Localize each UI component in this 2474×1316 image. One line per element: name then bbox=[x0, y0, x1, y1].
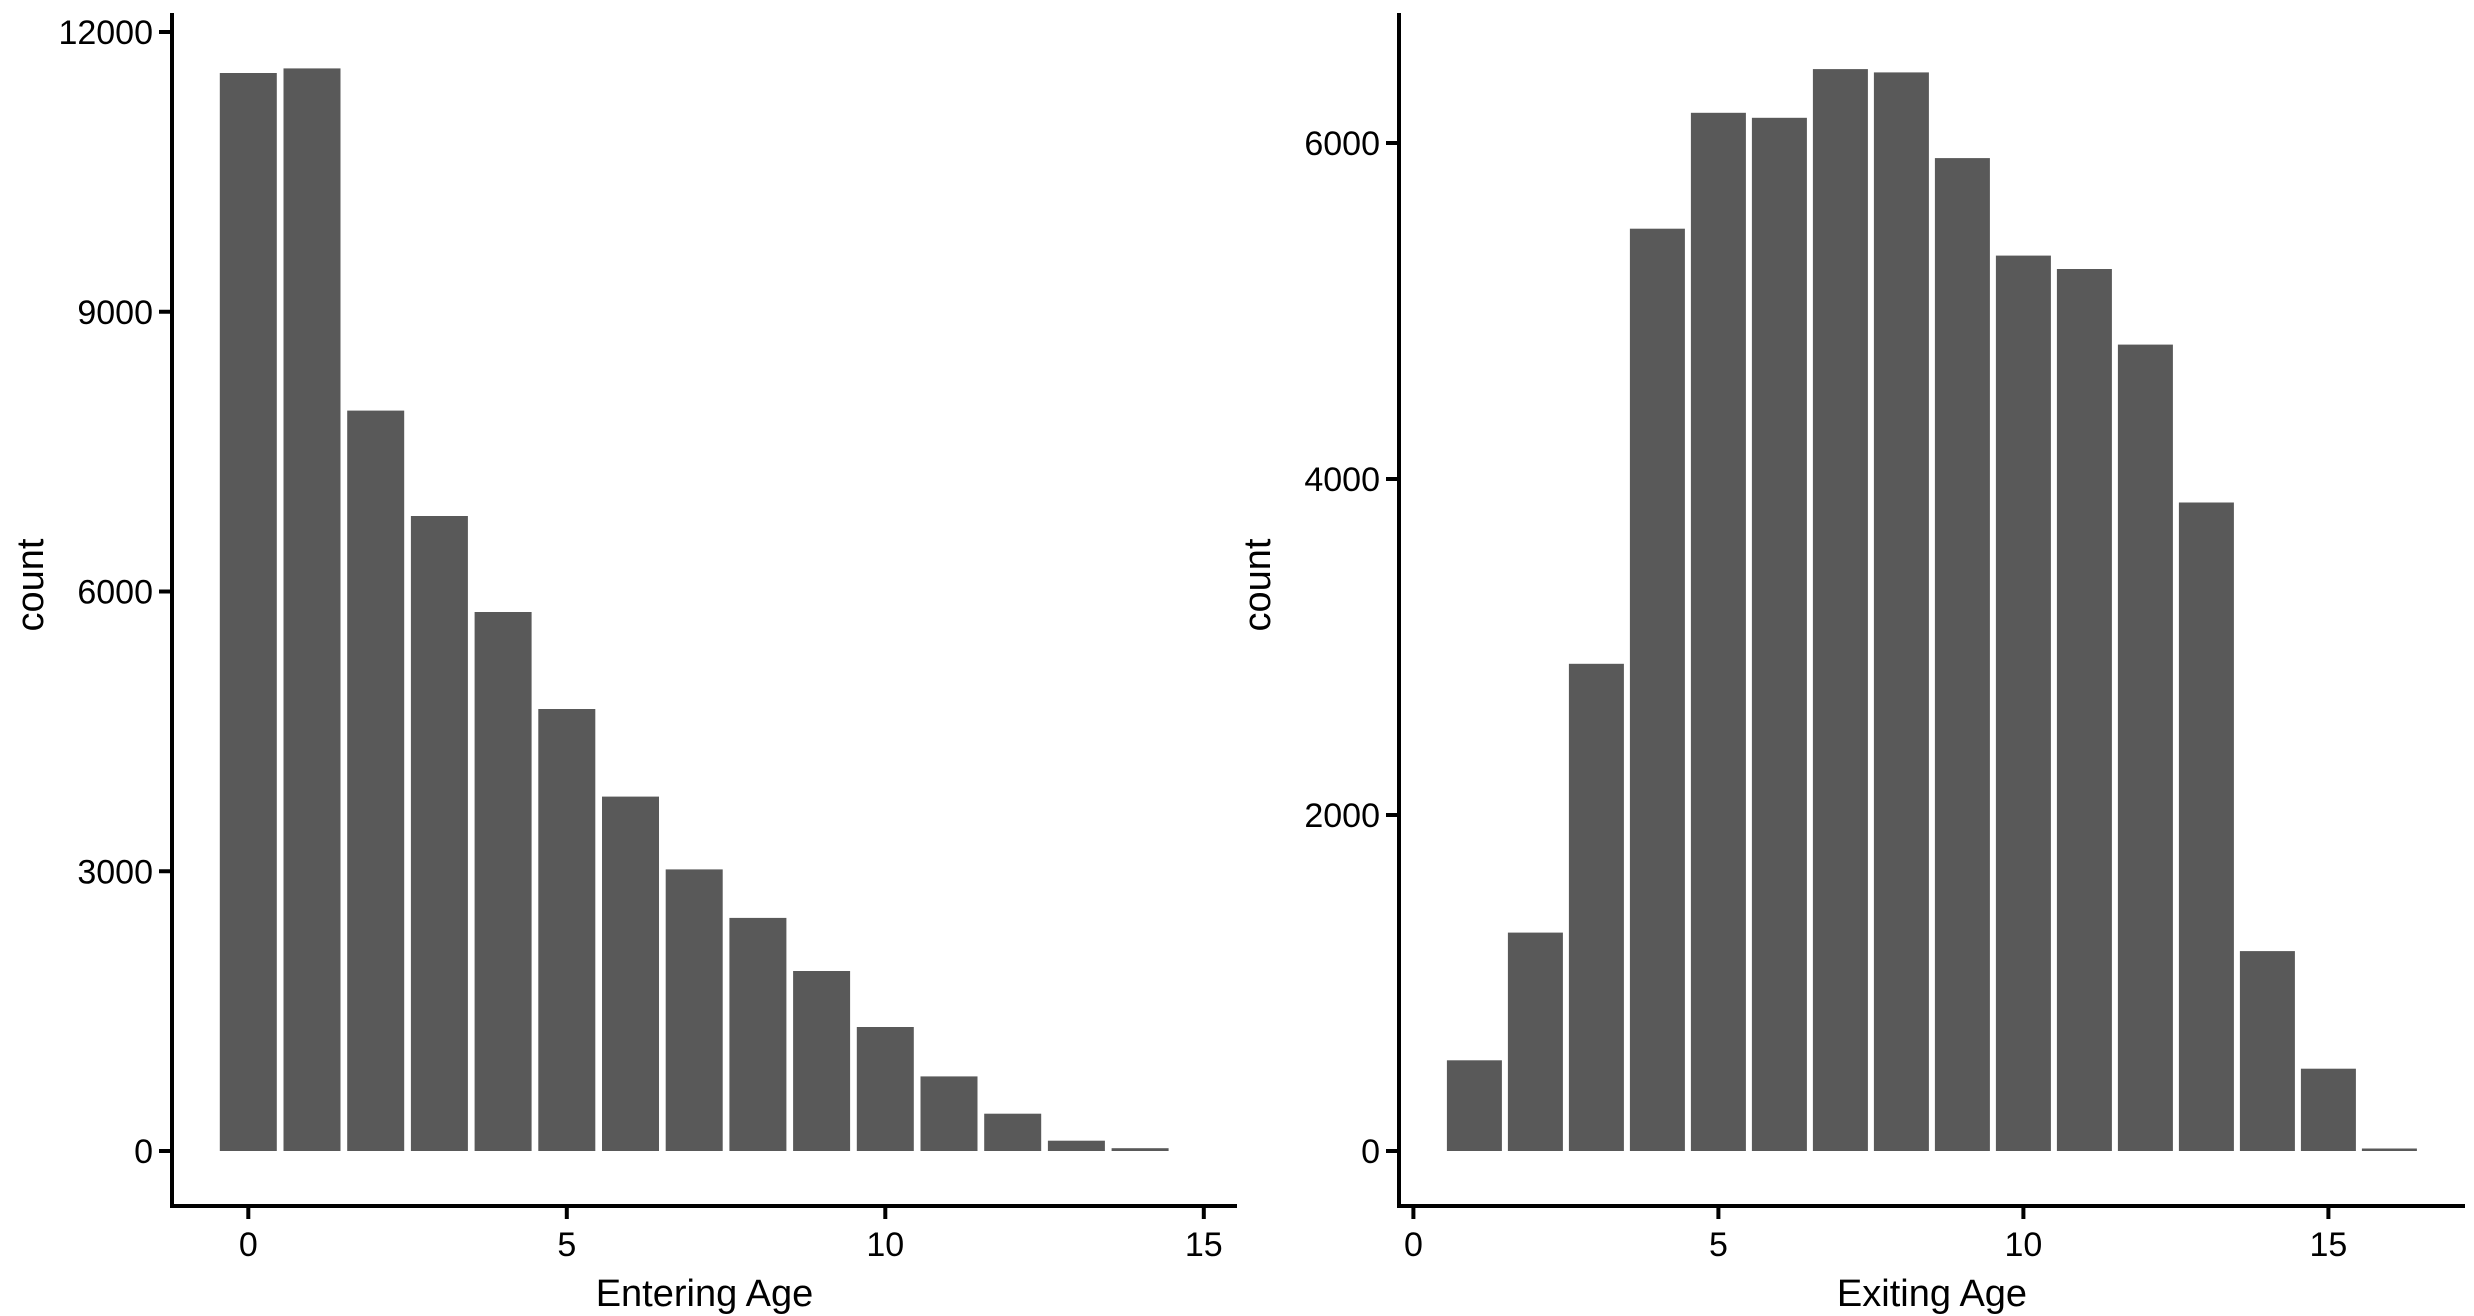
x-tick-label: 10 bbox=[866, 1226, 904, 1264]
histogram-bar bbox=[538, 709, 596, 1151]
histogram-bar bbox=[2300, 1068, 2356, 1151]
y-tick-label: 0 bbox=[134, 1133, 153, 1171]
histogram-bar bbox=[1111, 1148, 1169, 1151]
histogram-bar bbox=[1812, 69, 1868, 1152]
histogram-bar bbox=[219, 73, 277, 1151]
histogram-bar bbox=[1690, 112, 1746, 1151]
histogram-bar bbox=[1873, 72, 1929, 1151]
y-tick-label: 3000 bbox=[77, 853, 153, 891]
histogram-bar bbox=[920, 1076, 978, 1151]
x-tick-label: 5 bbox=[1709, 1226, 1728, 1264]
x-axis-title: Exiting Age bbox=[1837, 1273, 2027, 1315]
histogram-bar bbox=[1995, 255, 2051, 1152]
histogram-bar bbox=[665, 869, 723, 1151]
histogram-bar bbox=[793, 971, 851, 1151]
histogram-bar bbox=[1934, 158, 1990, 1152]
y-tick-label: 6000 bbox=[1304, 125, 1380, 163]
histogram-bar bbox=[984, 1113, 1042, 1151]
histogram-bar bbox=[1507, 932, 1563, 1151]
x-tick-label: 15 bbox=[1185, 1226, 1223, 1264]
y-axis-title: count bbox=[1237, 538, 1279, 631]
x-tick-label: 0 bbox=[239, 1226, 258, 1264]
histogram-bar bbox=[602, 796, 659, 1151]
histogram-bar bbox=[347, 410, 405, 1152]
x-tick-label: 5 bbox=[557, 1226, 576, 1264]
y-tick-label: 2000 bbox=[1304, 797, 1380, 835]
histogram-bar bbox=[283, 68, 341, 1151]
histogram-bar bbox=[856, 1027, 914, 1151]
y-tick-label: 9000 bbox=[77, 294, 153, 332]
x-tick-label: 15 bbox=[2309, 1226, 2347, 1264]
histogram-bar bbox=[2056, 269, 2112, 1151]
histogram-bar bbox=[1568, 663, 1624, 1151]
histogram-bar bbox=[2239, 951, 2295, 1151]
histogram-bar bbox=[474, 612, 532, 1151]
histogram-bar bbox=[1629, 228, 1685, 1151]
histogram-bar bbox=[729, 917, 787, 1151]
x-axis-title: Entering Age bbox=[596, 1273, 814, 1315]
histogram-bar bbox=[1751, 117, 1807, 1151]
y-tick-label: 6000 bbox=[77, 574, 153, 612]
y-tick-label: 4000 bbox=[1304, 461, 1380, 499]
histogram-bar bbox=[1047, 1140, 1105, 1151]
histogram-bar bbox=[1446, 1060, 1502, 1151]
y-tick-label: 12000 bbox=[58, 14, 153, 52]
x-tick-label: 0 bbox=[1404, 1226, 1423, 1264]
y-axis-title: count bbox=[10, 538, 52, 631]
y-tick-label: 0 bbox=[1361, 1133, 1380, 1171]
histogram-bar bbox=[410, 516, 468, 1151]
x-tick-label: 10 bbox=[2004, 1226, 2042, 1264]
histogram-bar bbox=[2178, 502, 2234, 1151]
histogram-bar bbox=[2361, 1148, 2417, 1151]
histogram-bar bbox=[2117, 344, 2173, 1152]
